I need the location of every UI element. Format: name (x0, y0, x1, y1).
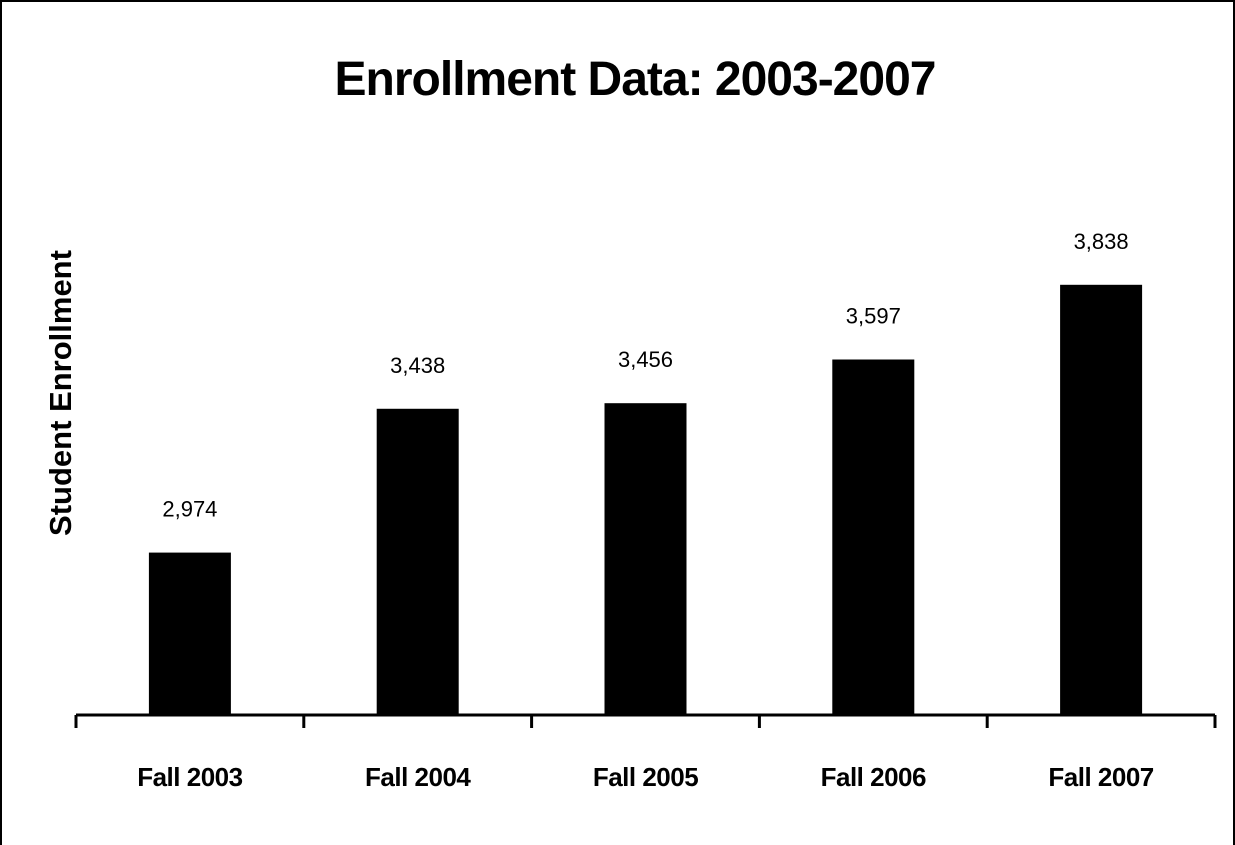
x-tick-label: Fall 2006 (821, 762, 926, 792)
x-tick-labels-group: Fall 2003 Fall 2004 Fall 2005 Fall 2006 Fall… (137, 762, 1154, 792)
bar (376, 408, 459, 715)
bar (832, 359, 915, 715)
bar (604, 403, 687, 715)
data-label: 3,456 (618, 347, 673, 372)
x-tick-label: Fall 2003 (137, 762, 242, 792)
data-label: 2,974 (162, 497, 217, 522)
x-tick-label: Fall 2007 (1048, 762, 1153, 792)
data-label: 3,597 (846, 303, 901, 328)
x-tick-label: Fall 2004 (365, 762, 471, 792)
x-ticks-group (74, 715, 1217, 728)
bar (148, 552, 231, 715)
data-label: 3,438 (390, 353, 445, 378)
data-labels-group: 2,974 3,438 3,456 3,597 3,838 (162, 229, 1128, 522)
bars-group (148, 284, 1143, 715)
chart-title: Enrollment Data: 2003-2007 (334, 53, 937, 106)
data-label: 3,838 (1074, 229, 1129, 254)
bar (1060, 284, 1143, 715)
x-tick-label: Fall 2005 (593, 762, 698, 792)
